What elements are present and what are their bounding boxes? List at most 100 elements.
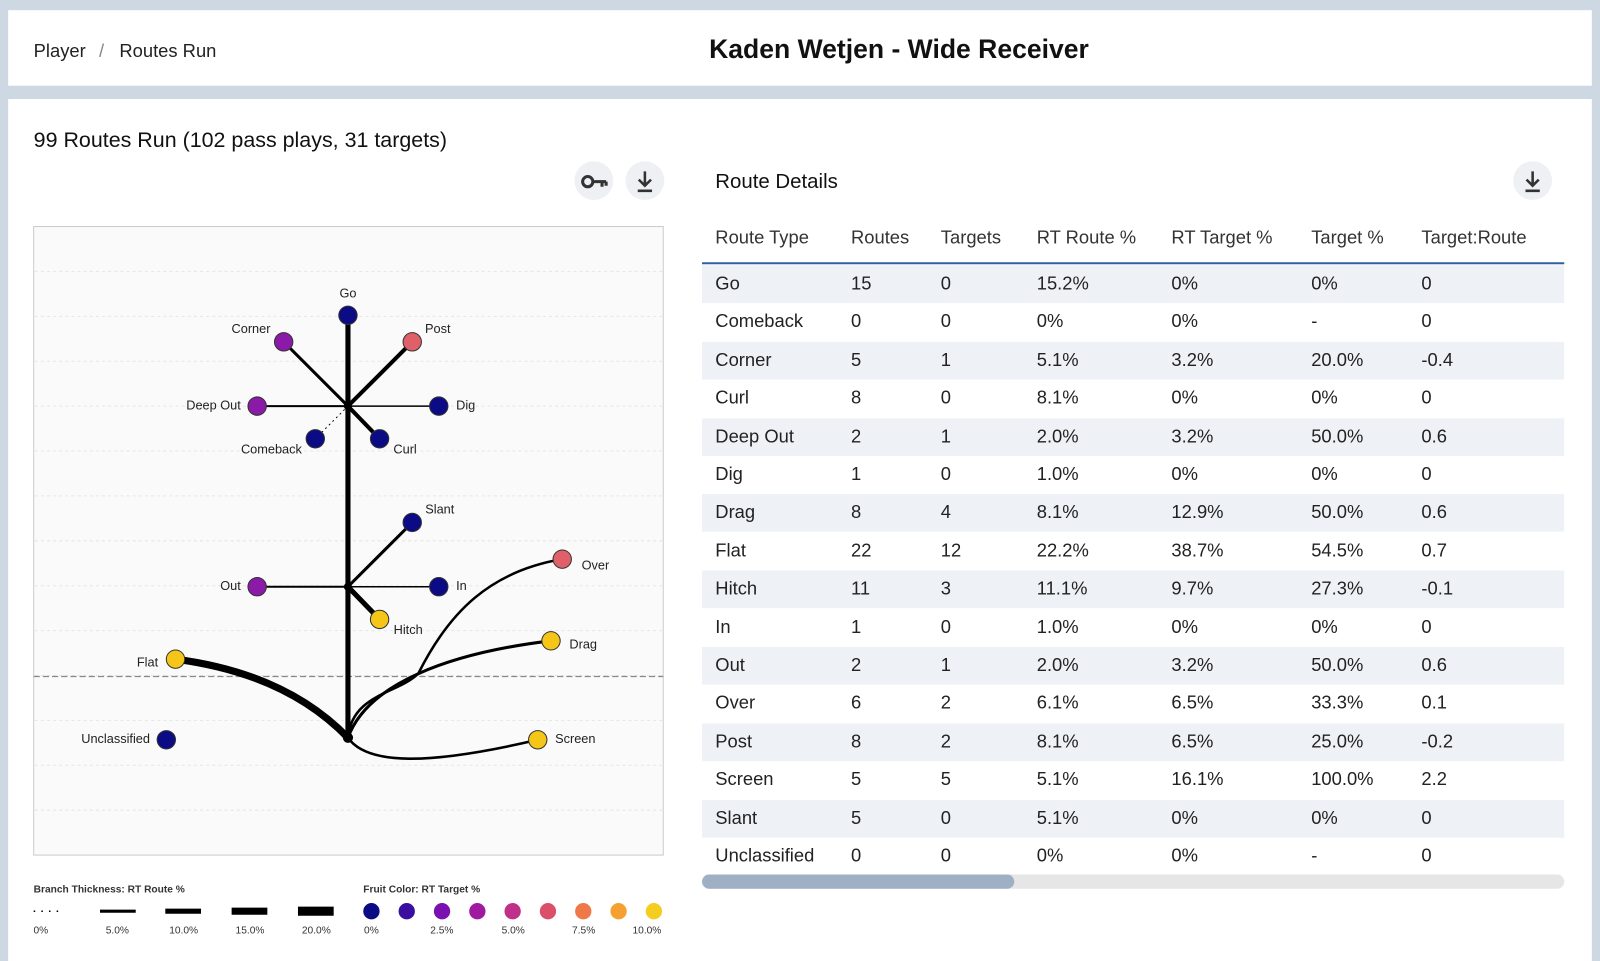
table-cell: 5.1% [1036, 769, 1079, 790]
table-cell: 0 [940, 616, 952, 637]
legend-swatch [398, 903, 415, 920]
legend-label: 10.0% [632, 925, 661, 936]
legend-swatch [504, 903, 521, 920]
table-cell: 12.9% [1171, 501, 1224, 523]
table-cell: 38.7% [1171, 540, 1224, 561]
breadcrumb-link[interactable]: Player [33, 40, 86, 62]
table-cell: Unclassified [715, 845, 815, 866]
route-node [247, 396, 267, 416]
table-cell: 1 [851, 463, 862, 485]
table-cell: 0.1 [1421, 692, 1447, 714]
table-cell: 11.1% [1036, 578, 1088, 599]
legend-title: Fruit Color: RT Target % [363, 884, 480, 895]
route-label: In [456, 578, 467, 593]
table-cell: 0 [1421, 311, 1432, 332]
table-cell: - [1311, 311, 1318, 332]
branch [282, 340, 350, 408]
table-cell: 2 [851, 654, 862, 675]
table-cell: 0% [1311, 272, 1338, 294]
table-cell: 0% [1311, 807, 1338, 828]
top-bar [8, 10, 1592, 86]
legend-swatch [363, 903, 380, 920]
junction [342, 732, 354, 743]
table-cell: 1 [851, 616, 862, 637]
table-cell: 0% [1311, 463, 1338, 485]
table-cell: Deep Out [715, 425, 794, 447]
table-row-bg [702, 417, 1565, 456]
route-label: Dig [456, 397, 475, 412]
column-header: Target % [1311, 227, 1384, 248]
branch [346, 520, 414, 589]
branch [346, 736, 540, 760]
route-label: Slant [425, 502, 455, 517]
column-header: Routes [851, 227, 910, 248]
legend-label: 15.0% [236, 925, 265, 936]
table-cell: 2 [940, 692, 952, 714]
route-node [338, 305, 358, 325]
table-cell: Drag [715, 501, 756, 523]
table-cell: 0.6 [1421, 654, 1447, 675]
table-cell: 0 [1421, 463, 1432, 485]
summary: 99 Routes Run (102 pass plays, 31 target… [33, 128, 447, 153]
table-cell: 8.1% [1036, 387, 1079, 408]
legend-title: Branch Thickness: RT Route % [34, 884, 185, 895]
route-label: Screen [555, 731, 595, 746]
table-cell: 2 [851, 425, 862, 447]
legend-swatch [645, 903, 663, 920]
route-node [552, 549, 572, 569]
table-cell: 0% [1036, 311, 1064, 332]
table-cell: 0 [1421, 272, 1432, 294]
table-cell: 0.6 [1421, 425, 1447, 447]
table-cell: 11 [851, 578, 871, 599]
table-cell: 5 [851, 349, 862, 370]
table-cell: Corner [715, 349, 772, 370]
legend-swatch [575, 903, 592, 920]
table-cell: - [1311, 845, 1318, 866]
table-cell: Slant [715, 807, 758, 828]
table-cell: 1 [940, 425, 952, 447]
legend-label: 5.0% [502, 925, 525, 936]
table-cell: -0.1 [1421, 578, 1454, 599]
table-cell: 0% [1171, 272, 1198, 294]
route-label: Hitch [394, 622, 423, 637]
table-cell: 1.0% [1036, 616, 1079, 637]
junction [343, 402, 353, 411]
download-icon [1525, 171, 1540, 193]
table-cell: 5 [851, 769, 862, 790]
table-cell: 8 [851, 501, 862, 523]
table-cell: 0 [851, 845, 862, 866]
route-node [247, 577, 267, 597]
table-cell: 0 [940, 463, 952, 485]
table-cell: 1.0% [1036, 463, 1079, 485]
table-cell: 5 [940, 769, 952, 790]
table-row-bg [702, 570, 1565, 609]
table-cell: 15.2% [1036, 272, 1089, 294]
legend-label: 20.0% [302, 925, 331, 936]
branch [346, 639, 553, 740]
table-cell: 3.2% [1171, 654, 1214, 675]
column-header: Route Type [715, 227, 809, 248]
table-cell: 6.5% [1171, 692, 1214, 714]
legend-label: 0% [364, 925, 379, 936]
route-node [369, 609, 390, 630]
route-node [541, 631, 561, 651]
table-cell: 3 [940, 578, 952, 599]
table-cell: Screen [715, 769, 774, 790]
table-cell: 22.2% [1036, 540, 1089, 561]
table-cell: 5.1% [1036, 349, 1079, 370]
table-cell: Go [715, 272, 740, 294]
route-label: Corner [232, 321, 272, 336]
scrollbar-thumb[interactable] [702, 874, 1015, 889]
table-cell: -0.4 [1421, 349, 1454, 370]
table-cell: 33.3% [1311, 692, 1364, 714]
table-cell: 15 [851, 272, 872, 294]
route-node [429, 396, 449, 416]
table-cell: 22 [851, 540, 872, 561]
table-cell: -0.2 [1421, 730, 1454, 752]
route-node [429, 577, 449, 597]
table-cell: 2.2 [1421, 769, 1447, 790]
route-node [165, 649, 186, 669]
table-cell: 0 [1421, 845, 1432, 866]
